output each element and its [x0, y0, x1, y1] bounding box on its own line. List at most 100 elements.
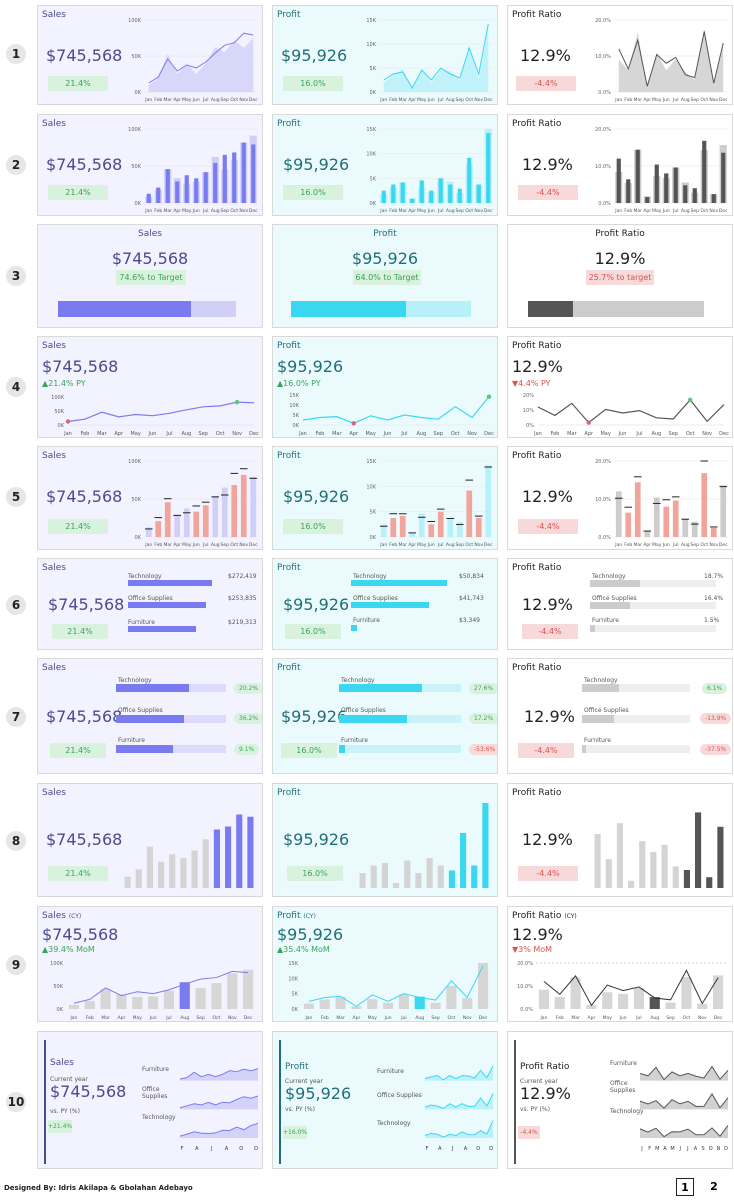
x-tick-label: Nov — [239, 542, 248, 548]
py-change: ▲16.0% PY — [277, 379, 321, 388]
row7-sales-card[interactable]: Sales $745,568 21.4% Technology 20.2% Of… — [37, 658, 263, 774]
x-tick-label: Jun — [427, 208, 435, 214]
y-tick-label: 15K — [289, 393, 299, 399]
category-bar — [590, 602, 631, 609]
min-point — [586, 420, 591, 425]
card-title: Profit Ratio — [512, 119, 562, 129]
y-tick-label: 0K — [370, 201, 377, 207]
month-letter: A — [438, 1146, 442, 1152]
category-bar — [590, 625, 596, 632]
row9-ratio-card[interactable]: Profit Ratio (CY) 12.9% ▼3% MoM 20.0% 10.… — [507, 906, 733, 1022]
y-tick-label: 5K — [370, 176, 377, 182]
month-bar — [191, 850, 198, 888]
kpi-value: $745,568 — [111, 249, 189, 268]
row6-sales-card[interactable]: Sales $745,568 21.4% Technology $272,419… — [37, 558, 263, 650]
row3-sales-card[interactable]: Sales $745,568 74.6% to Target — [37, 224, 263, 328]
row7-profit-card[interactable]: Profit $95,926 16.0% Technology 27.6% Of… — [272, 658, 498, 774]
current-year-bar — [241, 142, 246, 203]
row1-ratio-card[interactable]: Profit Ratio 12.9% -4.4% 20.0% 10.0% 0.0% J… — [507, 5, 733, 105]
x-tick-label: Feb — [321, 1015, 329, 1021]
x-tick-label: Dec — [484, 431, 494, 437]
x-tick-label: Jun — [148, 431, 157, 437]
row1-profit-card[interactable]: Profit $95,926 16.0% 15K 10K 5K 0K Jan Feb Mar… — [272, 5, 498, 105]
x-tick-label: Jun — [662, 542, 670, 548]
row3-ratio-card[interactable]: Profit Ratio 12.9% 25.7% to target — [507, 224, 733, 328]
category-value: $253,835 — [228, 595, 257, 602]
x-tick-label: Apr — [408, 208, 416, 214]
month-letter: J — [640, 1146, 642, 1152]
vs-py-label: vs. PY (%) — [520, 1106, 550, 1113]
x-tick-label: May — [652, 208, 662, 214]
current-year-label: Current year — [285, 1078, 323, 1085]
row4-ratio-card[interactable]: Profit Ratio 12.9% ▼4.4% PY 20% 10% 0% Jan F… — [507, 336, 733, 438]
row2-profit-card[interactable]: Profit $95,926 16.0% 15K 10K 5K 0K Jan Feb Mar… — [272, 114, 498, 216]
row8-ratio-card[interactable]: Profit Ratio 12.9% -4.4% — [507, 783, 733, 897]
row8-profit-card[interactable]: Profit $95,926 16.0% — [272, 783, 498, 897]
category-bar — [582, 684, 619, 692]
row8-sales-card[interactable]: Sales $745,568 21.4% — [37, 783, 263, 897]
accent-bar — [279, 1040, 281, 1164]
y-tick-label: 5K — [370, 66, 377, 72]
category-bar — [116, 684, 189, 692]
month-bar — [398, 994, 409, 1009]
row10-sales-card[interactable]: Sales Current year $745,568 vs. PY (%) +… — [37, 1031, 263, 1169]
actual-bar — [701, 473, 708, 537]
month-bar — [195, 988, 206, 1009]
row5-sales-card[interactable]: Sales $745,568 21.4% 100K 50K 0K Jan Feb Mar A… — [37, 446, 263, 550]
ratio-line-chart: 20.0% 10.0% 0.0%Jan Feb Mar Apr May Jun Jul Aug Se… — [595, 18, 728, 103]
row6-ratio-card[interactable]: Profit Ratio 12.9% -4.4% Technology 18.7… — [507, 558, 733, 650]
kpi-value: $95,926 — [283, 830, 350, 849]
row-number-1: 1 — [6, 44, 26, 64]
current-year-bar — [692, 188, 697, 203]
page-2-button[interactable]: 2 — [710, 1179, 718, 1193]
row2-ratio-card[interactable]: Profit Ratio 12.9% -4.4% 20.0% 10.0% 0.0% J… — [507, 114, 733, 216]
month-bar — [124, 876, 131, 888]
row6-profit-card[interactable]: Profit $95,926 16.0% Technology $50,834 … — [272, 558, 498, 650]
row10-profit-card[interactable]: Profit Current year $95,926 vs. PY (%) +… — [272, 1031, 498, 1169]
page-1-button[interactable]: 1 — [676, 1178, 694, 1196]
row2-sales-card[interactable]: Sales $745,568 21.4% 100K 50K 0K Jan Feb Mar A… — [37, 114, 263, 216]
x-tick-label: Sep — [221, 208, 230, 214]
x-tick-label: Sep — [691, 97, 700, 103]
x-tick-label: Oct — [465, 542, 473, 548]
y-tick-label: 50K — [131, 54, 141, 60]
growth-badge: 16.0% — [281, 743, 337, 758]
mom-change: ▲35.4% MoM — [277, 945, 330, 954]
x-tick-label: Nov — [232, 431, 242, 437]
row5-ratio-card[interactable]: Profit Ratio 12.9% -4.4% 20.0% 10.0% 0.0% J… — [507, 446, 733, 550]
row9-profit-card[interactable]: Profit (CY) $95,926 ▲35.4% MoM 15K 10K 5K 0… — [272, 906, 498, 1022]
month-bar — [116, 994, 127, 1009]
change-pill: 9.1% — [234, 744, 260, 755]
row9-sales-card[interactable]: Sales (CY) $745,568 ▲39.4% MoM 100K 50K 0K… — [37, 906, 263, 1022]
kpi-value: $95,926 — [283, 595, 350, 614]
row-number-3: 3 — [6, 266, 26, 286]
month-bar — [225, 826, 232, 888]
category-label: Technology — [128, 573, 162, 580]
row4-profit-card[interactable]: Profit $95,926 ▲16.0% PY 15K 10K 5K 0K Jan Fe… — [272, 336, 498, 438]
row5-profit-card[interactable]: Profit $95,926 16.0% 15K 10K 5K 0K Jan Feb Mar… — [272, 446, 498, 550]
month-bar — [602, 992, 613, 1009]
target-bar-fill — [58, 301, 191, 317]
title-text: Profit — [277, 911, 301, 921]
kpi-value: $95,926 — [283, 155, 350, 174]
month-bar — [68, 1004, 79, 1009]
vs-py-label: vs. PY (%) — [285, 1106, 315, 1113]
x-tick-label: Sep — [221, 97, 230, 103]
py-change: ▼4.4% PY — [512, 379, 551, 388]
row7-ratio-card[interactable]: Profit Ratio 12.9% -4.4% Technology 6.1%… — [507, 658, 733, 774]
row4-sales-card[interactable]: Sales $745,568 ▲21.4% PY 100K 50K 0K Jan Feb… — [37, 336, 263, 438]
card-title: Profit Ratio — [595, 229, 645, 239]
y-tick-label: 0K — [135, 535, 142, 541]
y-tick-label: 20% — [523, 393, 534, 399]
card-title: Profit Ratio — [520, 1062, 570, 1072]
row3-profit-card[interactable]: Profit $95,926 64.0% to Target — [272, 224, 498, 328]
sparkline-area — [425, 1120, 493, 1138]
current-year-bar — [232, 152, 237, 203]
row1-sales-card[interactable]: Sales $745,568 21.4% 100K 50K 0K Jan Feb Mar A… — [37, 5, 263, 105]
month-bar — [618, 993, 629, 1009]
x-tick-label: Mar — [399, 97, 408, 103]
x-tick-label: Nov — [474, 208, 483, 214]
x-tick-label: Oct — [448, 1015, 456, 1021]
row10-ratio-card[interactable]: Profit Ratio Current year 12.9% vs. PY (… — [507, 1031, 733, 1169]
